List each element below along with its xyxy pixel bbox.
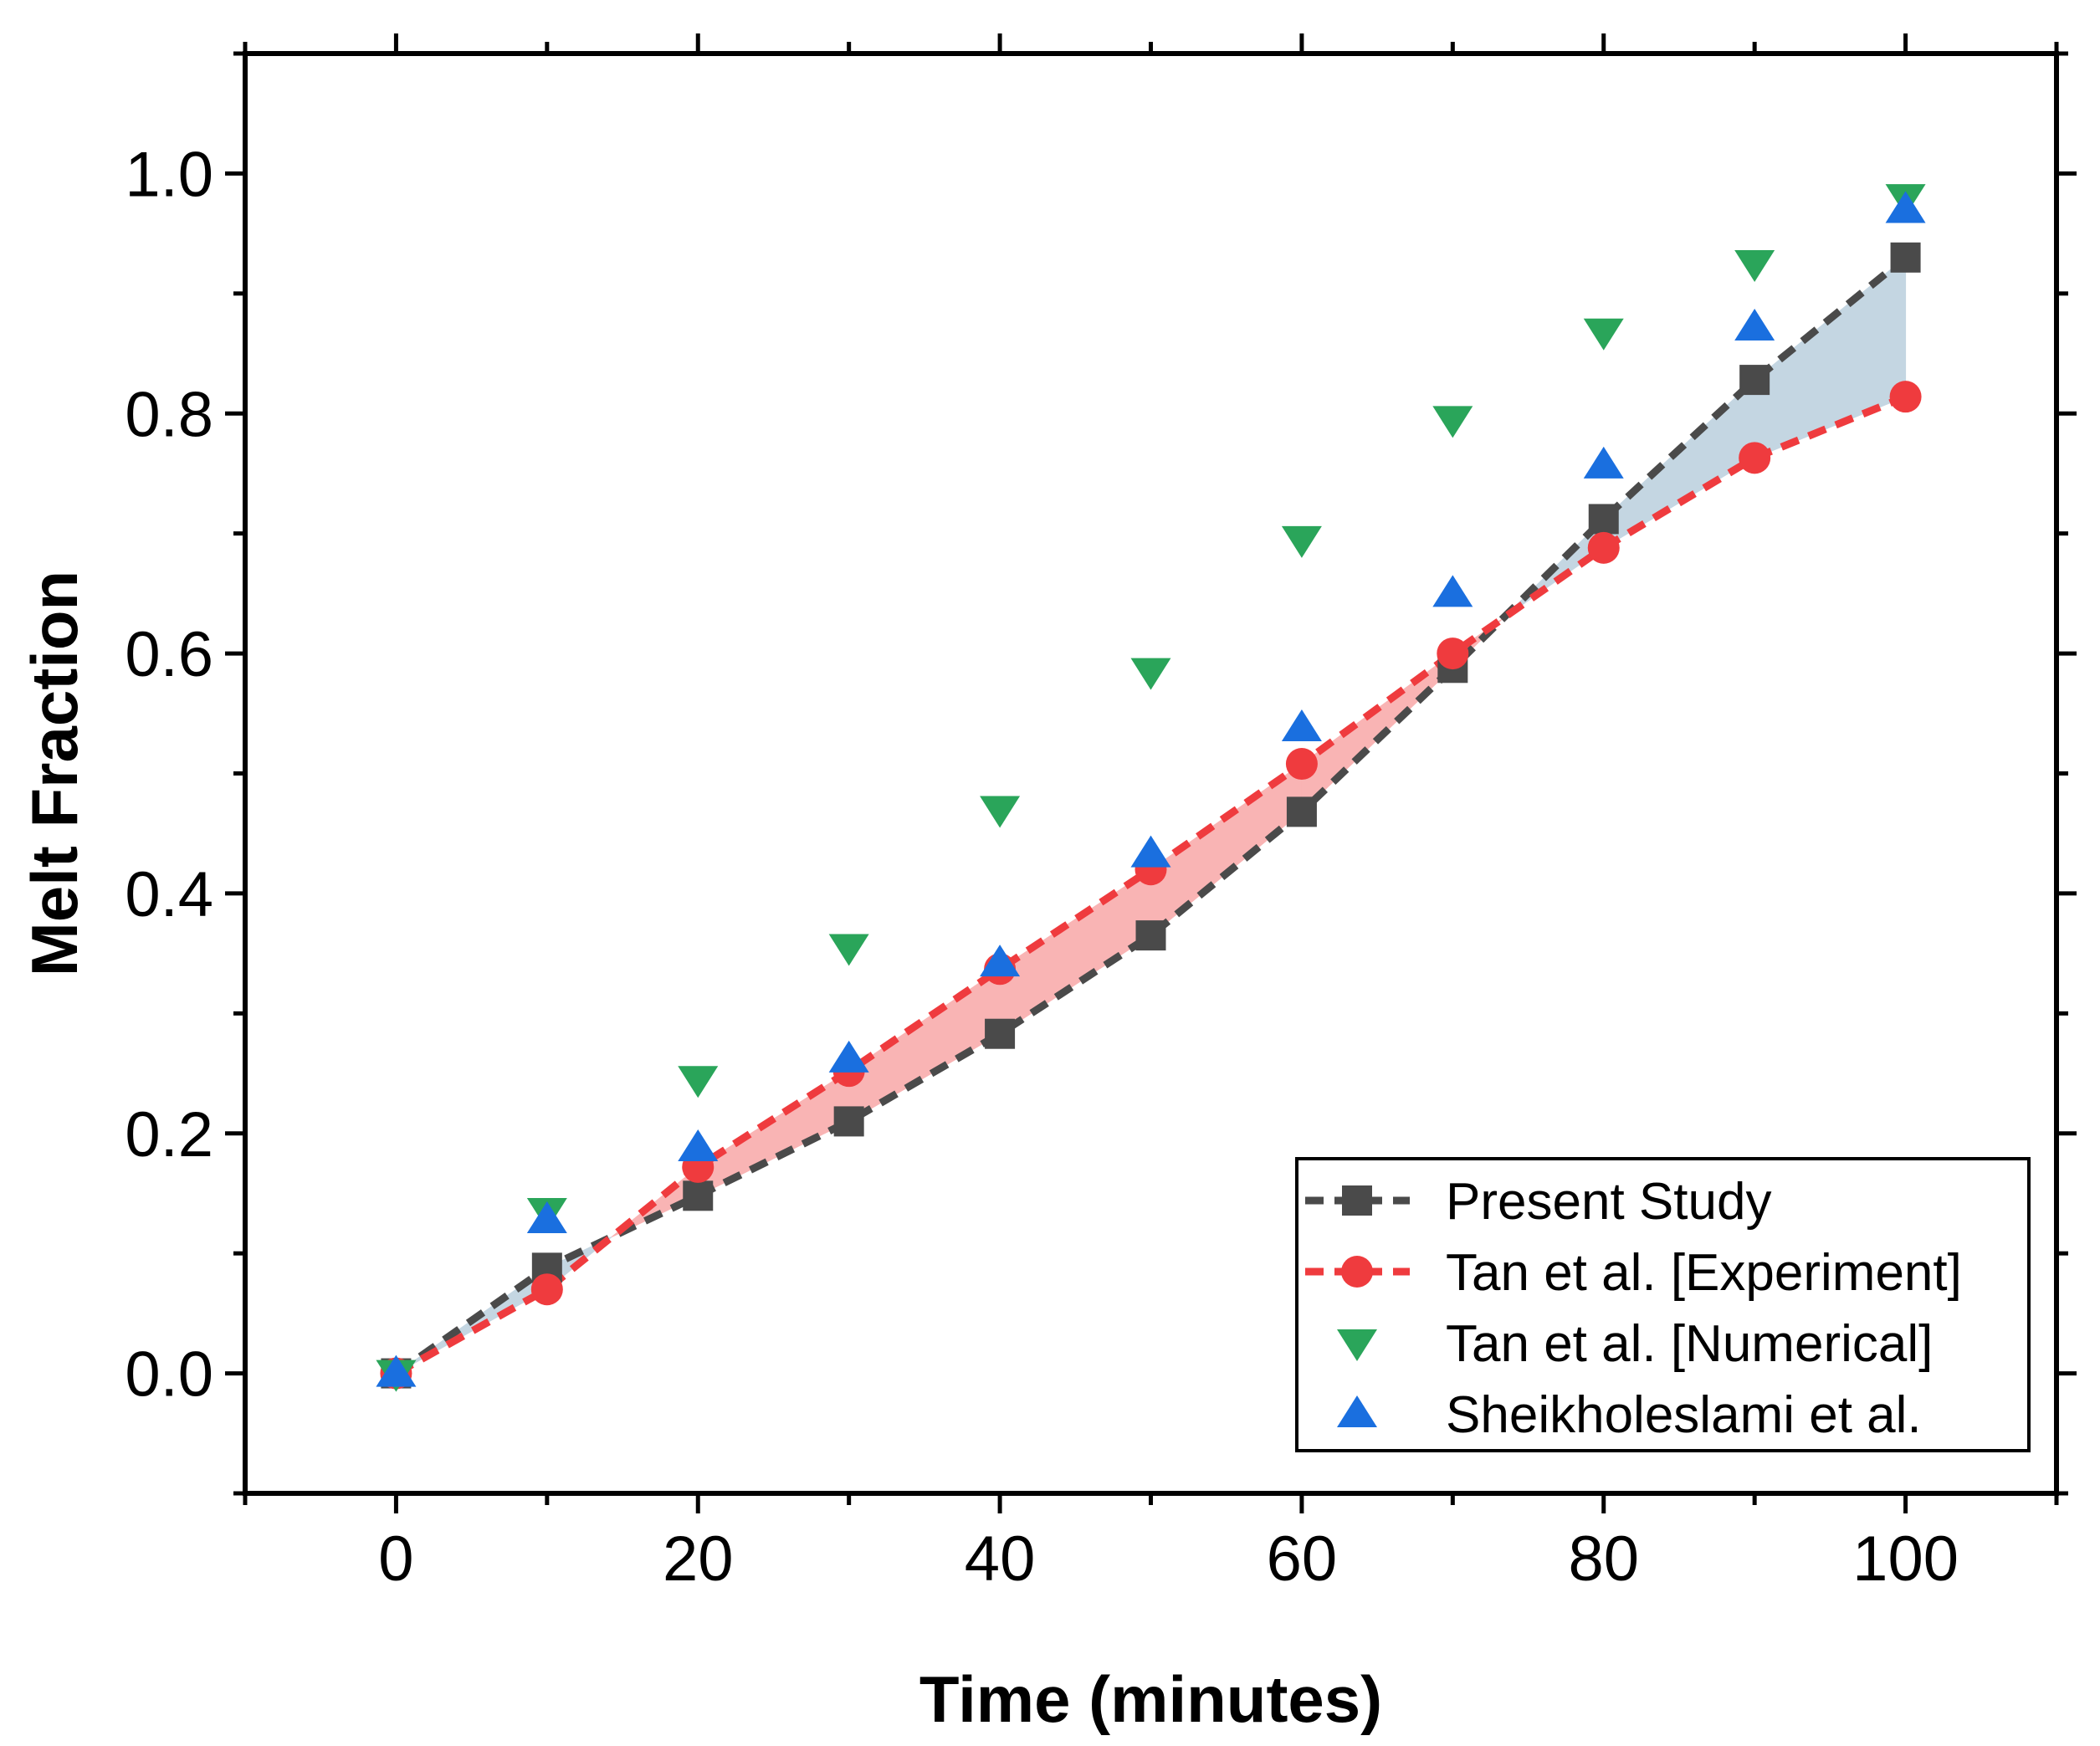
data-point-tan-et-al-numerical	[678, 1066, 719, 1098]
data-point-present-study	[1588, 504, 1619, 535]
x-tick-label: 0	[378, 1523, 413, 1595]
data-point-tan-et-al-experiment	[1739, 442, 1771, 474]
legend-label-tan-et-al-experiment: Tan et al. [Experiment]	[1446, 1244, 1962, 1302]
data-point-tan-et-al-numerical	[1734, 249, 1775, 282]
data-point-sheikholeslami-et-al	[1130, 835, 1171, 868]
data-point-tan-et-al-experiment	[1285, 748, 1318, 781]
data-point-present-study	[1135, 920, 1166, 951]
data-point-present-study	[1286, 796, 1317, 827]
y-axis-title: Melt Fraction	[18, 571, 91, 976]
x-tick-label: 80	[1568, 1523, 1639, 1595]
data-point-present-study	[683, 1180, 714, 1211]
legend-label-present-study: Present Study	[1446, 1173, 1771, 1231]
y-tick-label: 0.8	[125, 379, 213, 450]
legend-box	[1295, 1157, 2031, 1452]
legend-label-tan-et-al-numerical: Tan et al. [Numerical]	[1446, 1315, 1933, 1373]
legend: Present Study Tan et al. [Experiment] Tan …	[1295, 1157, 2031, 1452]
legend-label-sheikholeslami-et-al: Sheikholeslami et al.	[1446, 1386, 1922, 1444]
tick-layer	[225, 33, 2077, 1513]
data-point-tan-et-al-numerical	[980, 796, 1021, 828]
tick-label-layer: 0 20 40 60 80 100 0.0 0.2 0.4 0.6 0.8 1.0	[125, 139, 1959, 1595]
data-point-tan-et-al-numerical	[828, 934, 869, 966]
data-point-present-study	[833, 1106, 864, 1137]
data-point-present-study	[1890, 242, 1921, 273]
legend-marker-sheikholeslami-et-al	[1337, 1395, 1377, 1427]
series-line-present-study	[393, 254, 1908, 1377]
data-point-sheikholeslami-et-al	[1583, 446, 1624, 479]
y-tick-label: 0.4	[125, 859, 213, 930]
data-point-sheikholeslami-et-al	[376, 1354, 417, 1387]
marker-layer	[376, 184, 1926, 1392]
data-point-sheikholeslami-et-al	[1734, 308, 1775, 340]
data-point-present-study	[985, 1018, 1016, 1049]
y-tick-label: 1.0	[125, 139, 213, 210]
data-point-sheikholeslami-et-al	[1281, 709, 1322, 742]
x-tick-label: 60	[1267, 1523, 1338, 1595]
data-point-sheikholeslami-et-al	[678, 1129, 719, 1161]
data-point-tan-et-al-experiment	[530, 1273, 563, 1306]
data-point-present-study	[1739, 365, 1770, 396]
data-point-tan-et-al-experiment	[1889, 381, 1922, 413]
data-point-tan-et-al-numerical	[1281, 525, 1322, 558]
data-point-tan-et-al-experiment	[1437, 637, 1469, 670]
legend-marker-tan-et-al-numerical	[1337, 1329, 1377, 1361]
data-point-tan-et-al-experiment	[1587, 531, 1620, 564]
legend-marker-present-study	[1342, 1185, 1372, 1216]
y-tick-label: 0.0	[125, 1339, 213, 1411]
x-tick-label: 100	[1852, 1523, 1959, 1595]
data-point-tan-et-al-numerical	[1583, 318, 1624, 351]
data-point-sheikholeslami-et-al	[526, 1201, 567, 1234]
data-point-sheikholeslami-et-al	[1432, 575, 1473, 607]
x-tick-label: 20	[663, 1523, 734, 1595]
y-tick-label: 0.6	[125, 619, 213, 690]
x-tick-label: 40	[965, 1523, 1036, 1595]
data-point-tan-et-al-numerical	[1432, 406, 1473, 438]
data-point-tan-et-al-numerical	[1130, 658, 1171, 690]
data-point-sheikholeslami-et-al	[1885, 191, 1926, 223]
y-tick-label: 0.2	[125, 1099, 213, 1170]
data-point-sheikholeslami-et-al	[828, 1040, 869, 1073]
data-point-sheikholeslami-et-al	[980, 945, 1021, 977]
legend-marker-tan-et-al-experiment	[1341, 1256, 1373, 1288]
x-axis-title: Time (minutes)	[919, 1662, 1382, 1736]
